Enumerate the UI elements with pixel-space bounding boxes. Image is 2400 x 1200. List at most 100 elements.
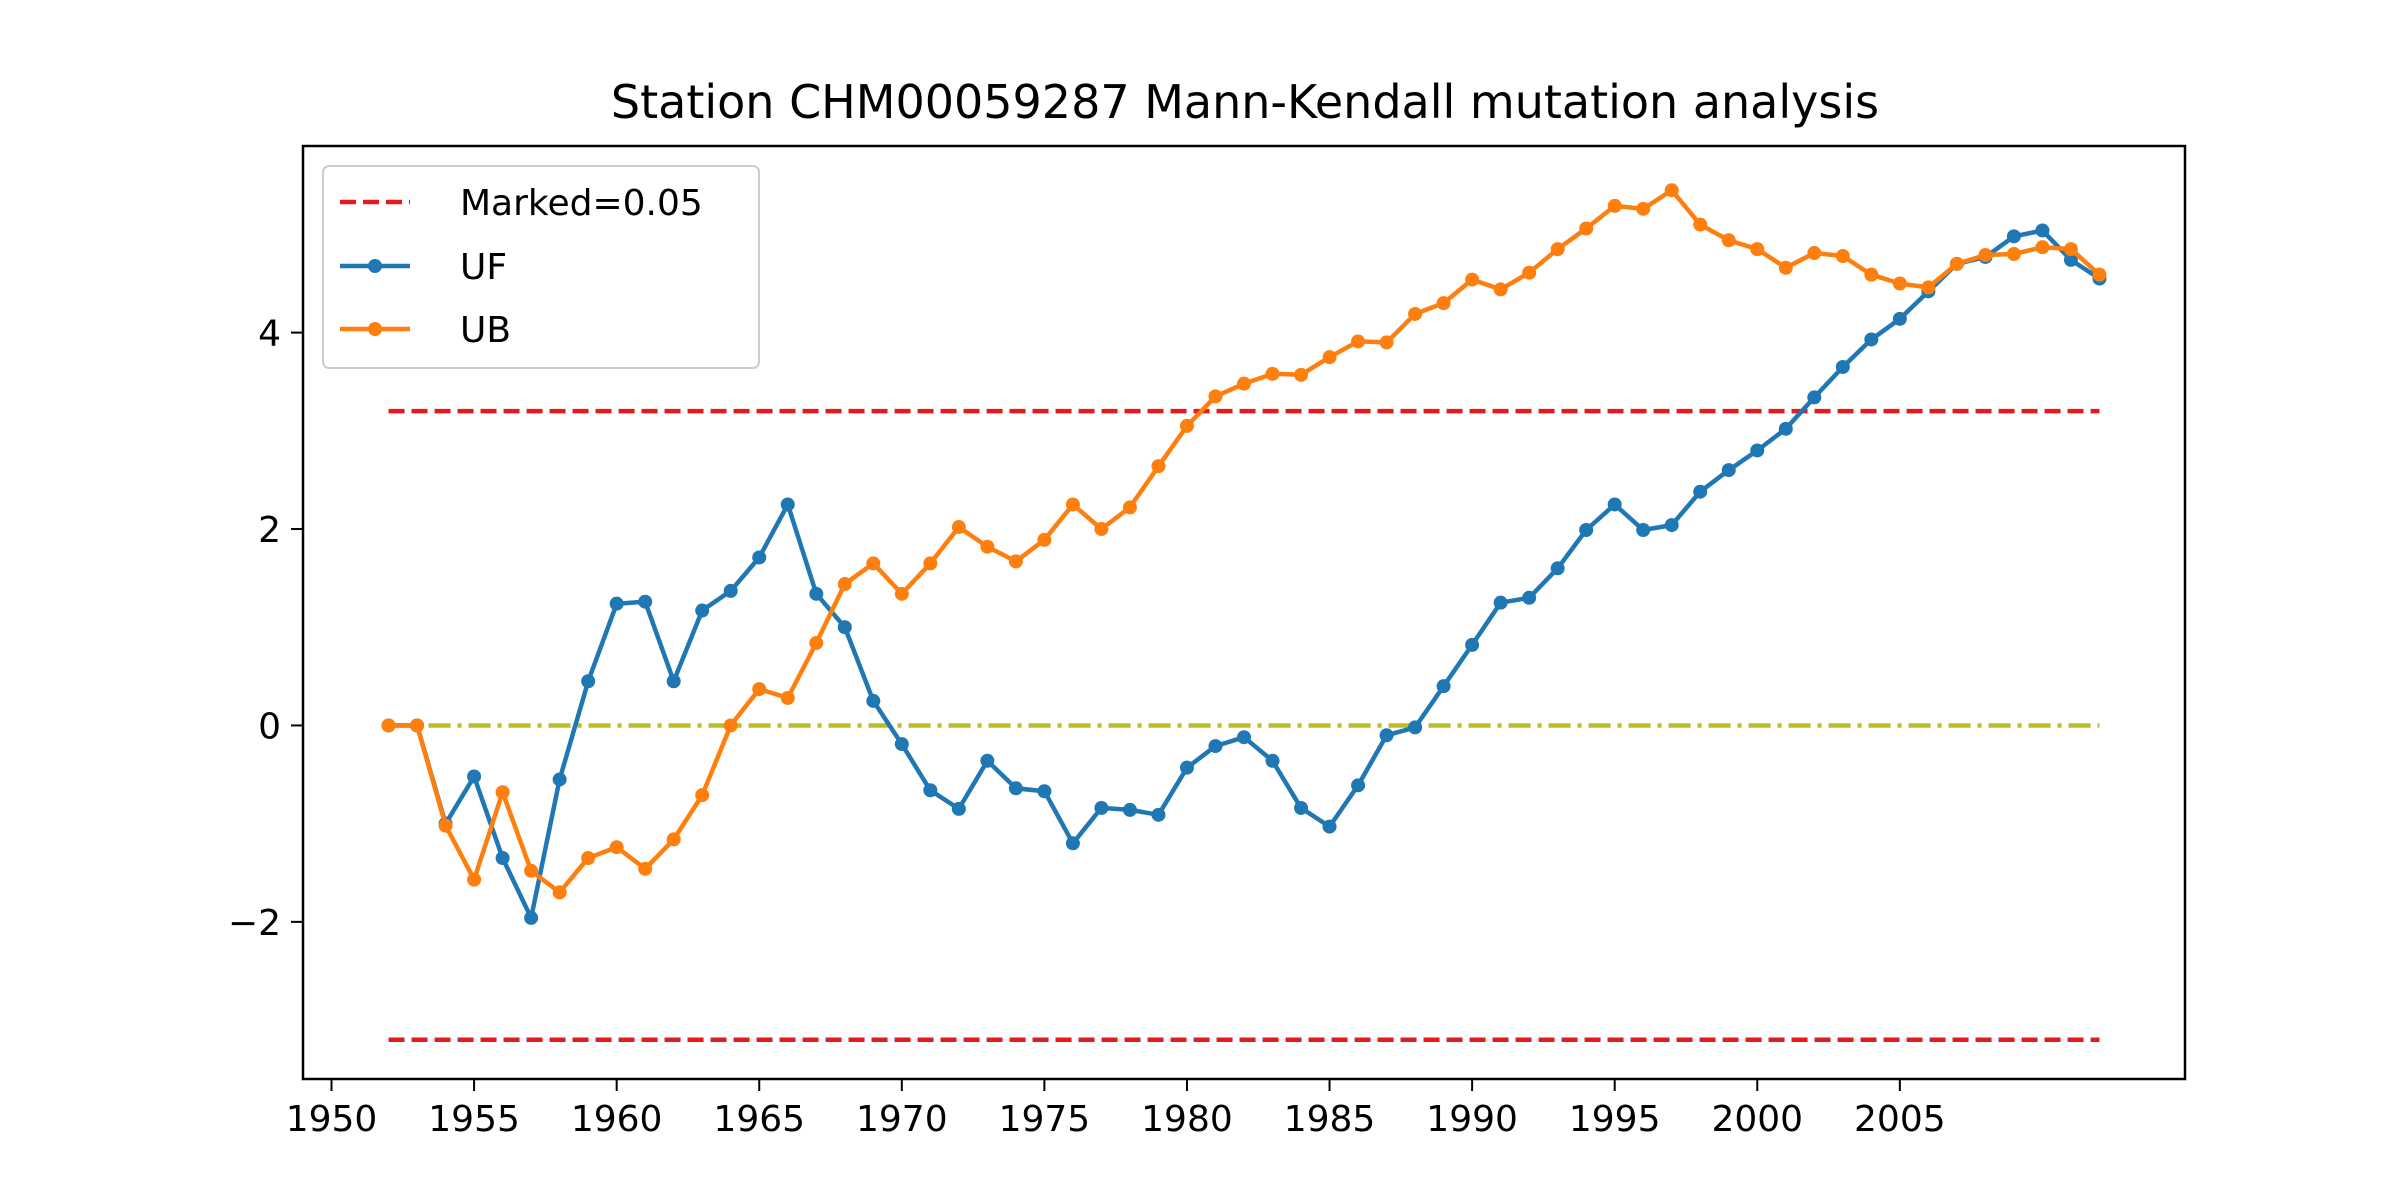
data-point-uf-1972 [951, 801, 966, 816]
data-point-uf-1959 [581, 674, 596, 689]
data-point-ub-1952 [381, 718, 396, 733]
data-point-ub-1963 [695, 788, 710, 803]
data-point-ub-1980 [1179, 418, 1194, 433]
data-point-uf-1982 [1237, 730, 1251, 745]
x-tick-label-1970: 1970 [856, 1099, 948, 1140]
plot-frame [301, 144, 2187, 1081]
data-point-uf-1988 [1408, 720, 1423, 735]
data-point-uf-1979 [1151, 807, 1166, 822]
data-point-uf-1958 [552, 772, 567, 787]
x-tick-label-1950: 1950 [286, 1099, 378, 1140]
data-point-ub-2005 [1892, 276, 1907, 291]
data-point-ub-2007 [1949, 256, 1964, 271]
data-point-ub-1990 [1465, 272, 1480, 287]
data-point-uf-2005 [1892, 311, 1907, 326]
x-tick-label-2000: 2000 [1711, 1099, 1803, 1140]
data-point-ub-1956 [495, 785, 510, 800]
legend-marker-ub-dot [368, 322, 382, 336]
data-point-uf-1965 [752, 550, 767, 565]
x-tick-label-1995: 1995 [1569, 1099, 1661, 1140]
data-point-ub-1987 [1379, 335, 1394, 350]
data-point-ub-2001 [1778, 260, 1793, 275]
data-point-uf-1970 [894, 737, 909, 752]
legend: Marked=0.05 UF UB [322, 165, 760, 369]
data-point-uf-1983 [1265, 753, 1280, 768]
data-point-ub-1970 [894, 586, 909, 601]
data-point-ub-1993 [1550, 242, 1565, 257]
data-point-uf-1993 [1550, 561, 1565, 576]
data-point-ub-1998 [1693, 217, 1708, 232]
data-point-ub-1972 [951, 520, 966, 535]
data-point-ub-1964 [723, 718, 738, 733]
data-point-uf-1973 [980, 753, 995, 768]
x-tick-label-1960: 1960 [571, 1099, 663, 1140]
legend-label-uf: UF [460, 247, 507, 288]
x-tick-label-1955: 1955 [428, 1099, 520, 1140]
data-point-uf-1975 [1037, 784, 1052, 799]
data-point-ub-1960 [609, 840, 624, 855]
data-point-uf-1976 [1065, 836, 1080, 851]
data-point-uf-1999 [1721, 463, 1736, 478]
data-point-uf-2003 [1835, 359, 1850, 374]
data-point-ub-2009 [2006, 247, 2021, 262]
data-point-uf-2001 [1778, 421, 1793, 436]
data-point-uf-1977 [1094, 800, 1109, 815]
data-point-ub-1997 [1664, 183, 1679, 198]
data-point-ub-1955 [467, 872, 482, 887]
x-tick-label-1980: 1980 [1141, 1099, 1233, 1140]
data-point-ub-1959 [581, 851, 596, 866]
data-point-ub-1989 [1436, 296, 1451, 311]
data-point-ub-1979 [1151, 459, 1166, 474]
data-point-uf-1961 [638, 594, 653, 609]
legend-label-marked: Marked=0.05 [460, 183, 703, 224]
chart-title: Station CHM00059287 Mann-Kendall mutatio… [611, 75, 1879, 129]
data-point-uf-1960 [609, 596, 624, 611]
data-point-uf-1995 [1607, 497, 1622, 512]
data-point-uf-1955 [467, 769, 482, 784]
y-tick-label-2: 2 [258, 510, 281, 551]
data-point-uf-1974 [1008, 781, 1023, 796]
legend-label-ub: UB [460, 310, 511, 351]
data-point-ub-1969 [866, 556, 881, 571]
data-point-ub-1977 [1094, 522, 1109, 537]
data-point-uf-1987 [1379, 728, 1394, 743]
x-tick-label-1990: 1990 [1426, 1099, 1518, 1140]
data-point-ub-1992 [1522, 265, 1537, 280]
data-point-ub-1967 [809, 635, 824, 650]
data-point-ub-1966 [780, 690, 795, 705]
data-point-uf-1981 [1208, 739, 1223, 754]
data-point-uf-1992 [1522, 590, 1537, 605]
data-point-ub-2000 [1750, 242, 1765, 257]
x-tick-label-2005: 2005 [1854, 1099, 1946, 1140]
data-point-ub-1976 [1065, 497, 1080, 512]
data-point-uf-1986 [1351, 778, 1366, 793]
data-point-uf-1991 [1493, 595, 1508, 610]
legend-marker-uf-dot [368, 259, 382, 273]
data-point-ub-1991 [1493, 282, 1508, 297]
data-point-ub-1982 [1237, 376, 1251, 391]
data-point-ub-1962 [666, 832, 681, 847]
data-point-ub-1995 [1607, 198, 1622, 213]
axis-ticks: 1950 1955 1960 1965 1970 1975 1980 1985 1990 1995… [228, 314, 1946, 1140]
data-point-uf-2010 [2035, 223, 2050, 238]
data-point-uf-1978 [1122, 802, 1137, 817]
data-point-ub-1968 [837, 577, 852, 592]
plot-area [381, 183, 2107, 1042]
data-point-uf-1980 [1179, 760, 1194, 775]
data-point-uf-1997 [1664, 518, 1679, 533]
data-point-ub-1981 [1208, 389, 1223, 404]
data-point-ub-2010 [2035, 240, 2050, 255]
data-point-uf-1990 [1465, 637, 1480, 652]
x-tick-label-1965: 1965 [713, 1099, 805, 1140]
data-point-uf-1985 [1322, 819, 1337, 834]
data-point-uf-2004 [1864, 332, 1879, 347]
data-point-ub-1996 [1636, 201, 1651, 216]
data-point-ub-2006 [1921, 280, 1936, 295]
x-tick-label-1975: 1975 [999, 1099, 1091, 1140]
data-point-ub-1971 [923, 556, 938, 571]
data-point-ub-1985 [1322, 350, 1337, 365]
data-point-ub-2002 [1807, 246, 1822, 261]
legend-box [322, 165, 760, 369]
data-point-ub-1961 [638, 861, 653, 876]
data-point-uf-1962 [666, 674, 681, 689]
